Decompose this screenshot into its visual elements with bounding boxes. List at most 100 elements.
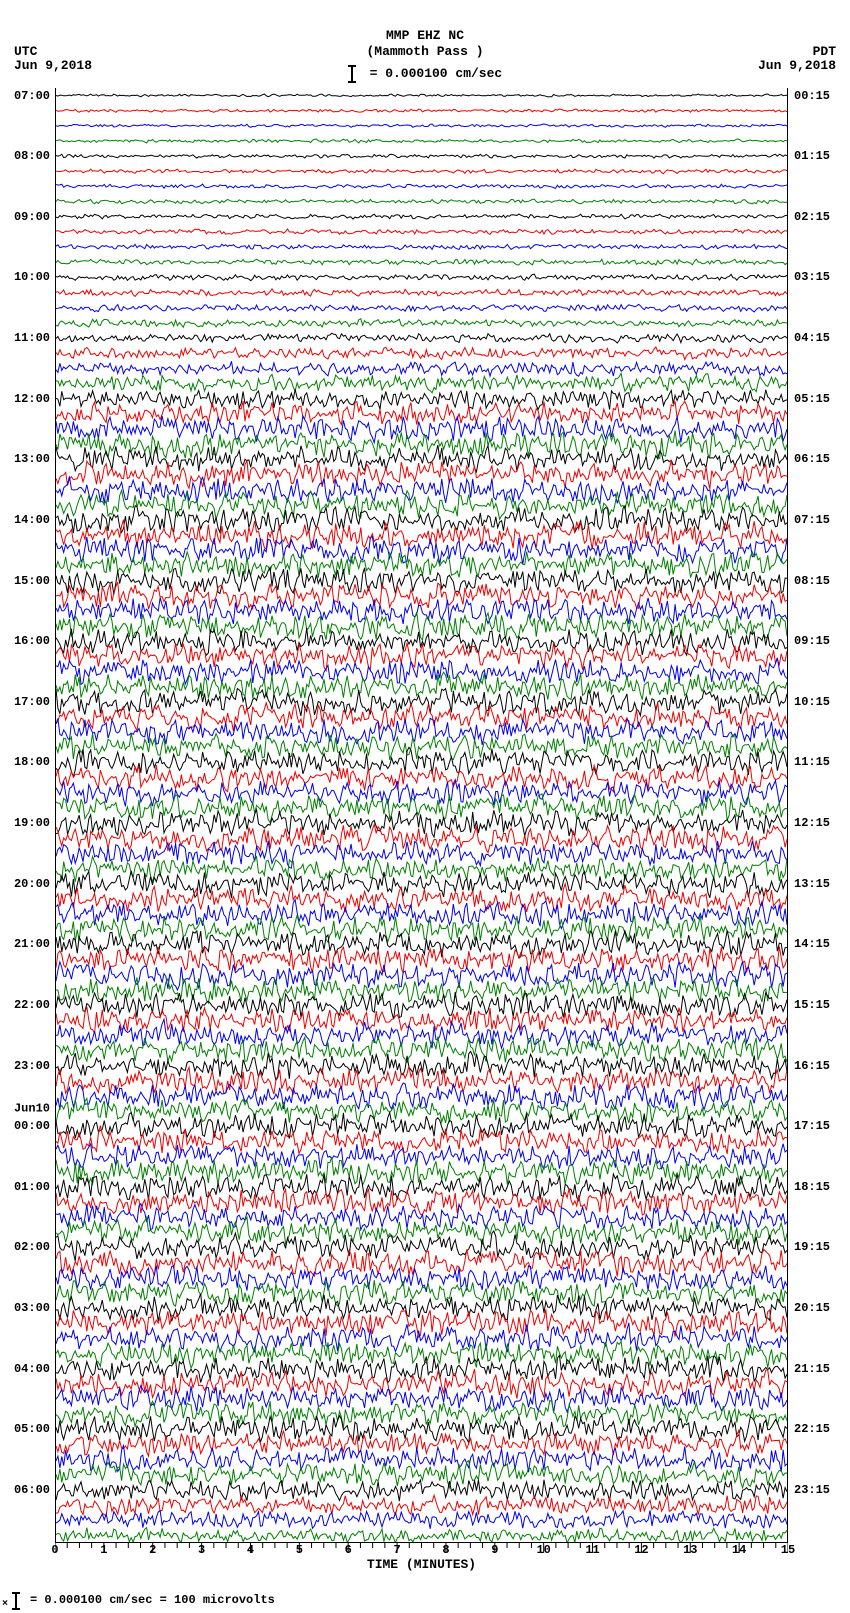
seismic-trace: [56, 627, 787, 655]
utc-hour-label: 09:00: [0, 210, 50, 224]
pdt-hour-label: 06:15: [794, 452, 850, 466]
utc-hour-label: 16:00: [0, 634, 50, 648]
seismic-trace: [56, 612, 787, 640]
seismic-trace: [56, 855, 787, 883]
seismic-trace: [56, 401, 787, 426]
seismic-trace: [56, 139, 787, 143]
seismic-trace: [56, 764, 787, 792]
seismic-trace: [56, 945, 787, 973]
seismic-trace: [56, 1462, 787, 1487]
utc-hour-label: 07:00: [0, 89, 50, 103]
seismic-trace: [56, 109, 787, 112]
pdt-hour-label: 18:15: [794, 1180, 850, 1194]
seismic-trace: [56, 1006, 787, 1034]
pdt-hour-label: 22:15: [794, 1422, 850, 1436]
seismic-trace: [56, 1340, 787, 1368]
seismic-trace: [56, 1052, 787, 1080]
seismic-trace: [56, 1158, 787, 1186]
seismic-trace: [56, 1385, 787, 1413]
seismic-trace: [56, 304, 787, 312]
pdt-hour-label: 15:15: [794, 998, 850, 1012]
seismic-trace: [56, 733, 787, 761]
seismic-trace: [56, 1415, 787, 1443]
seismic-trace: [56, 658, 787, 686]
seismic-trace: [56, 1355, 787, 1383]
pdt-hour-label: 12:15: [794, 816, 850, 830]
seismic-trace: [56, 361, 787, 376]
plot-area: [55, 88, 788, 1543]
seismic-trace: [56, 1021, 787, 1049]
seismic-trace: [56, 551, 787, 579]
utc-hour-label: 00:00: [0, 1119, 50, 1133]
seismic-trace: [56, 839, 787, 867]
seismic-trace: [56, 244, 787, 250]
utc-hour-label: 02:00: [0, 1240, 50, 1254]
seismic-trace: [56, 415, 787, 443]
seismic-trace: [56, 154, 787, 158]
seismic-trace: [56, 809, 787, 837]
seismic-trace: [56, 333, 787, 343]
utc-hour-label: 05:00: [0, 1422, 50, 1436]
seismic-trace: [56, 1067, 787, 1095]
seismic-trace: [56, 1218, 787, 1246]
seismic-trace: [56, 214, 787, 219]
seismic-trace: [56, 1233, 787, 1261]
utc-hour-label: 06:00: [0, 1483, 50, 1497]
right-hour-axis: 00:1501:1502:1503:1504:1505:1506:1507:15…: [790, 88, 850, 1543]
seismic-trace: [56, 1430, 787, 1458]
pdt-hour-label: 20:15: [794, 1301, 850, 1315]
pdt-hour-label: 21:15: [794, 1362, 850, 1376]
utc-hour-label: 08:00: [0, 149, 50, 163]
seismic-trace: [56, 1527, 787, 1543]
utc-hour-label: 18:00: [0, 755, 50, 769]
seismic-trace: [56, 673, 787, 701]
footer-scale: × = 0.000100 cm/sec = 100 microvolts: [2, 1593, 275, 1607]
seismic-trace: [56, 1370, 787, 1398]
seismic-trace: [56, 688, 787, 716]
seismic-trace: [56, 430, 787, 458]
seismic-trace: [56, 1309, 787, 1337]
pdt-hour-label: 17:15: [794, 1119, 850, 1133]
seismic-trace: [56, 567, 787, 595]
utc-hour-label: 15:00: [0, 574, 50, 588]
pdt-hour-label: 11:15: [794, 755, 850, 769]
seismic-trace: [56, 199, 787, 204]
scale-bar-icon: [348, 67, 356, 81]
seismic-trace: [56, 1036, 787, 1064]
seismic-trace: [56, 169, 787, 173]
pdt-hour-label: 13:15: [794, 877, 850, 891]
pdt-hour-label: 08:15: [794, 574, 850, 588]
seismic-trace: [56, 1127, 787, 1155]
seismic-trace: [56, 930, 787, 958]
utc-hour-label: 22:00: [0, 998, 50, 1012]
left-timezone-label: UTC: [14, 44, 37, 59]
seismic-trace: [56, 491, 787, 519]
x-tick-marks: [55, 1543, 788, 1555]
utc-hour-label: 01:00: [0, 1180, 50, 1194]
seismic-trace: [56, 94, 787, 97]
seismic-trace: [56, 521, 787, 549]
seismic-trace: [56, 259, 787, 265]
seismic-trace: [56, 274, 787, 281]
seismic-trace: [56, 976, 787, 1004]
seismic-trace: [56, 1249, 787, 1277]
seismic-trace: [56, 597, 787, 625]
utc-hour-label: 17:00: [0, 695, 50, 709]
seismic-trace: [56, 779, 787, 807]
seismic-trace: [56, 1173, 787, 1201]
footer-scale-text: = 0.000100 cm/sec = 100 microvolts: [30, 1593, 275, 1607]
seismic-trace: [56, 900, 787, 928]
utc-hour-label: 12:00: [0, 392, 50, 406]
seismic-trace: [56, 347, 787, 360]
seismic-trace: [56, 1203, 787, 1231]
seismic-trace: [56, 718, 787, 746]
utc-next-day-label: Jun10: [0, 1102, 50, 1116]
seismic-trace: [56, 748, 787, 776]
seismic-trace: [56, 991, 787, 1019]
pdt-hour-label: 00:15: [794, 89, 850, 103]
seismic-trace: [56, 388, 787, 410]
pdt-hour-label: 14:15: [794, 937, 850, 951]
seismic-trace: [56, 885, 787, 913]
left-hour-axis: 07:0008:0009:0010:0011:0012:0013:0014:00…: [0, 88, 54, 1543]
seismic-trace: [56, 319, 787, 327]
